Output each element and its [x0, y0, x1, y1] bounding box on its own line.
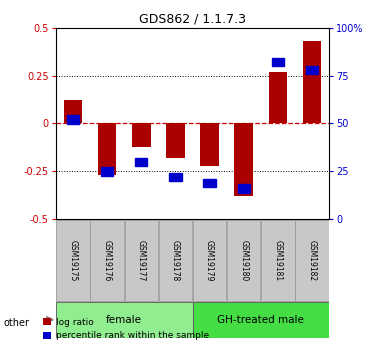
Text: GSM19176: GSM19176 — [102, 240, 112, 281]
Bar — [64, 100, 82, 124]
Bar — [166, 124, 185, 158]
Text: other: other — [4, 318, 30, 327]
FancyBboxPatch shape — [90, 220, 124, 301]
Bar — [203, 179, 216, 187]
Text: GSM19179: GSM19179 — [205, 240, 214, 281]
Bar — [132, 124, 151, 147]
Text: GSM19182: GSM19182 — [308, 240, 316, 281]
Bar — [169, 173, 182, 181]
Legend: log ratio, percentile rank within the sample: log ratio, percentile rank within the sa… — [43, 318, 209, 341]
Bar — [234, 124, 253, 196]
FancyBboxPatch shape — [227, 220, 261, 301]
FancyBboxPatch shape — [193, 220, 226, 301]
Text: GSM19177: GSM19177 — [137, 240, 146, 281]
FancyBboxPatch shape — [56, 302, 192, 338]
FancyBboxPatch shape — [124, 220, 158, 301]
Bar — [98, 124, 117, 175]
FancyBboxPatch shape — [192, 302, 329, 338]
Text: female: female — [106, 315, 142, 325]
Bar — [303, 41, 321, 124]
Text: GSM19181: GSM19181 — [273, 240, 283, 281]
Bar — [135, 158, 147, 166]
Title: GDS862 / 1.1.7.3: GDS862 / 1.1.7.3 — [139, 12, 246, 25]
Text: GSM19175: GSM19175 — [69, 240, 77, 281]
FancyBboxPatch shape — [56, 220, 90, 301]
Bar — [67, 116, 79, 124]
Bar — [268, 72, 287, 124]
FancyBboxPatch shape — [159, 220, 192, 301]
FancyBboxPatch shape — [295, 220, 329, 301]
Bar — [306, 66, 318, 74]
FancyBboxPatch shape — [261, 220, 295, 301]
Bar — [272, 58, 284, 66]
Bar — [238, 185, 250, 193]
Bar — [101, 167, 113, 176]
Bar — [200, 124, 219, 166]
Text: GH-treated male: GH-treated male — [218, 315, 304, 325]
Text: GSM19178: GSM19178 — [171, 240, 180, 281]
Text: GSM19180: GSM19180 — [239, 240, 248, 281]
